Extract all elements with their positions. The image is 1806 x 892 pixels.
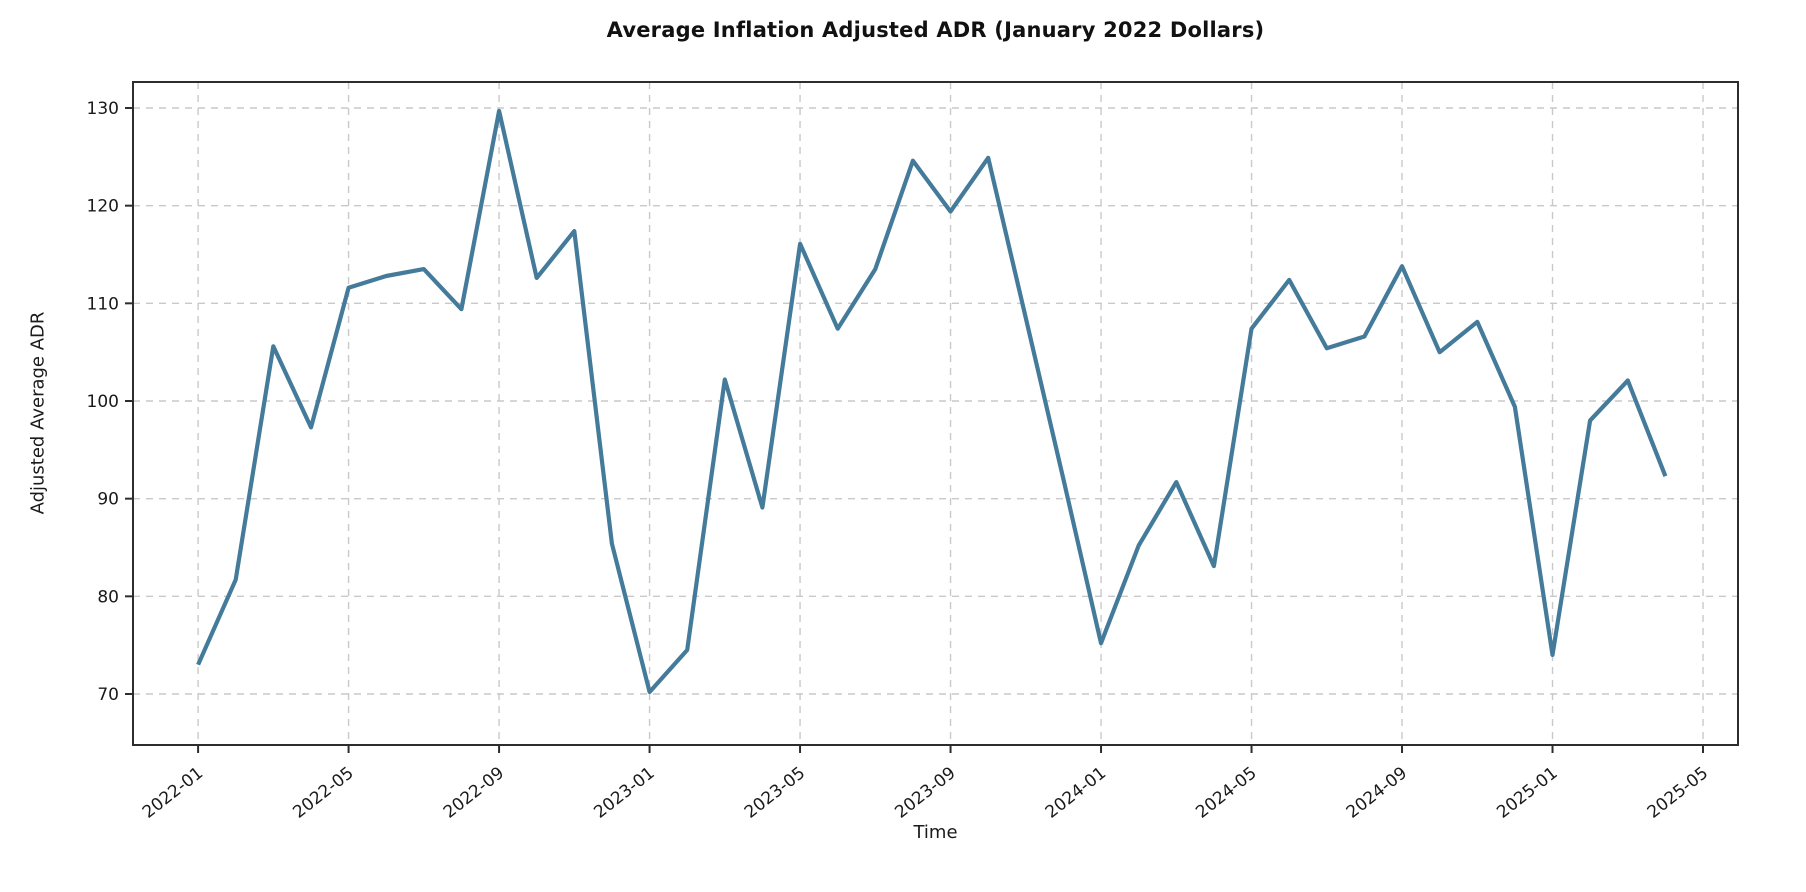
x-tick-label: 2025-01 (1493, 763, 1561, 822)
y-tick-label: 70 (97, 685, 119, 705)
y-tick-label: 110 (87, 294, 119, 314)
x-tick-label: 2025-05 (1644, 763, 1712, 822)
plot-border (132, 81, 1739, 746)
y-tick-label: 90 (97, 490, 119, 510)
chart-title: Average Inflation Adjusted ADR (January … (606, 18, 1265, 42)
adr-line-series (196, 108, 1668, 695)
x-tick-label: 2024-01 (1042, 763, 1110, 822)
x-tick-label: 2024-05 (1192, 763, 1260, 822)
x-tick-label: 2023-09 (891, 763, 959, 822)
x-axis-label: Time (913, 822, 958, 843)
x-tick-label: 2023-05 (741, 763, 809, 822)
y-tick-label: 130 (87, 99, 119, 119)
x-tick-label: 2024-09 (1343, 763, 1411, 822)
y-tick-label: 120 (87, 197, 119, 217)
x-tick-label: 2023-01 (590, 763, 658, 822)
y-tick-label: 100 (87, 392, 119, 412)
x-tick-label: 2022-09 (440, 763, 508, 822)
x-tick-label: 2022-01 (139, 763, 207, 822)
x-tick-label: 2022-05 (289, 763, 357, 822)
y-tick-label: 80 (97, 587, 119, 607)
